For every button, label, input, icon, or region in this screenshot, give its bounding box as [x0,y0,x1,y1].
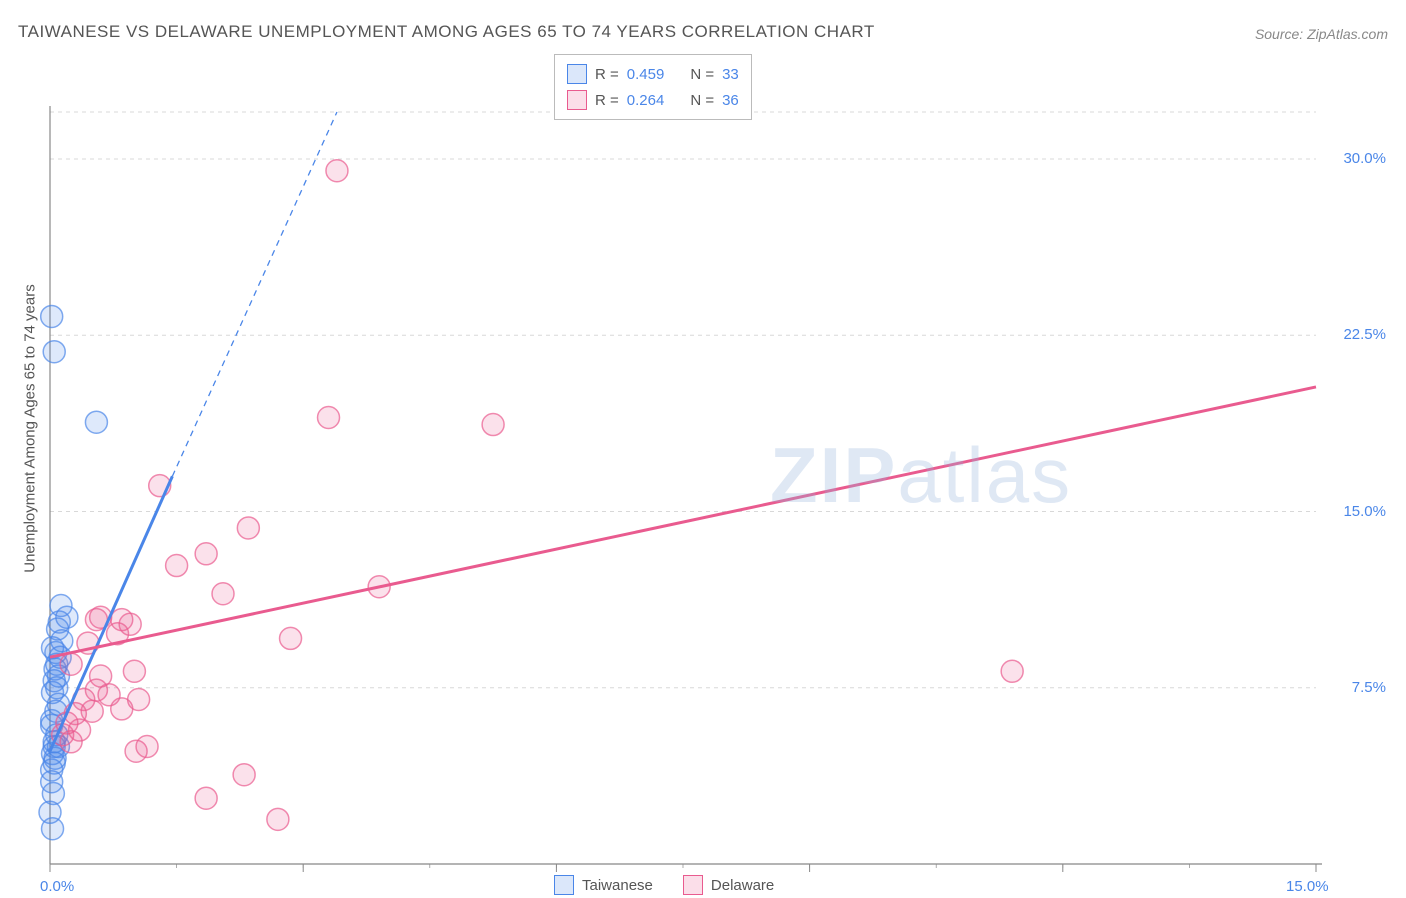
chart-title: TAIWANESE VS DELAWARE UNEMPLOYMENT AMONG… [18,22,875,42]
series-legend: Taiwanese Delaware [554,872,774,898]
series-name: Taiwanese [582,877,653,894]
y-tick-label: 22.5% [1326,326,1386,343]
legend-r-value: 0.264 [627,92,665,109]
legend-row: R = 0.459 N = 33 [567,61,739,87]
legend-n-label: N = [690,66,714,83]
legend-row: R = 0.264 N = 36 [567,87,739,113]
legend-r-label: R = [595,92,619,109]
legend-r-label: R = [595,66,619,83]
legend-n-value: 36 [722,92,739,109]
scatter-chart [0,50,1406,892]
legend-swatch [567,90,587,110]
legend-swatch [554,875,574,895]
series-legend-item: Delaware [683,872,774,898]
legend-n-value: 33 [722,66,739,83]
legend-n-label: N = [690,92,714,109]
y-tick-label: 30.0% [1326,150,1386,167]
correlation-legend: R = 0.459 N = 33 R = 0.264 N = 36 [554,54,752,120]
legend-swatch [567,64,587,84]
source-name: ZipAtlas.com [1307,26,1388,42]
source-label: Source: [1255,26,1307,42]
legend-swatch [683,875,703,895]
x-tick-label: 15.0% [1286,878,1329,895]
x-tick-label: 0.0% [40,878,74,895]
legend-r-value: 0.459 [627,66,665,83]
series-legend-item: Taiwanese [554,872,653,898]
y-tick-label: 15.0% [1326,503,1386,520]
source-attribution: Source: ZipAtlas.com [1255,26,1388,42]
y-tick-label: 7.5% [1326,679,1386,696]
series-name: Delaware [711,877,774,894]
